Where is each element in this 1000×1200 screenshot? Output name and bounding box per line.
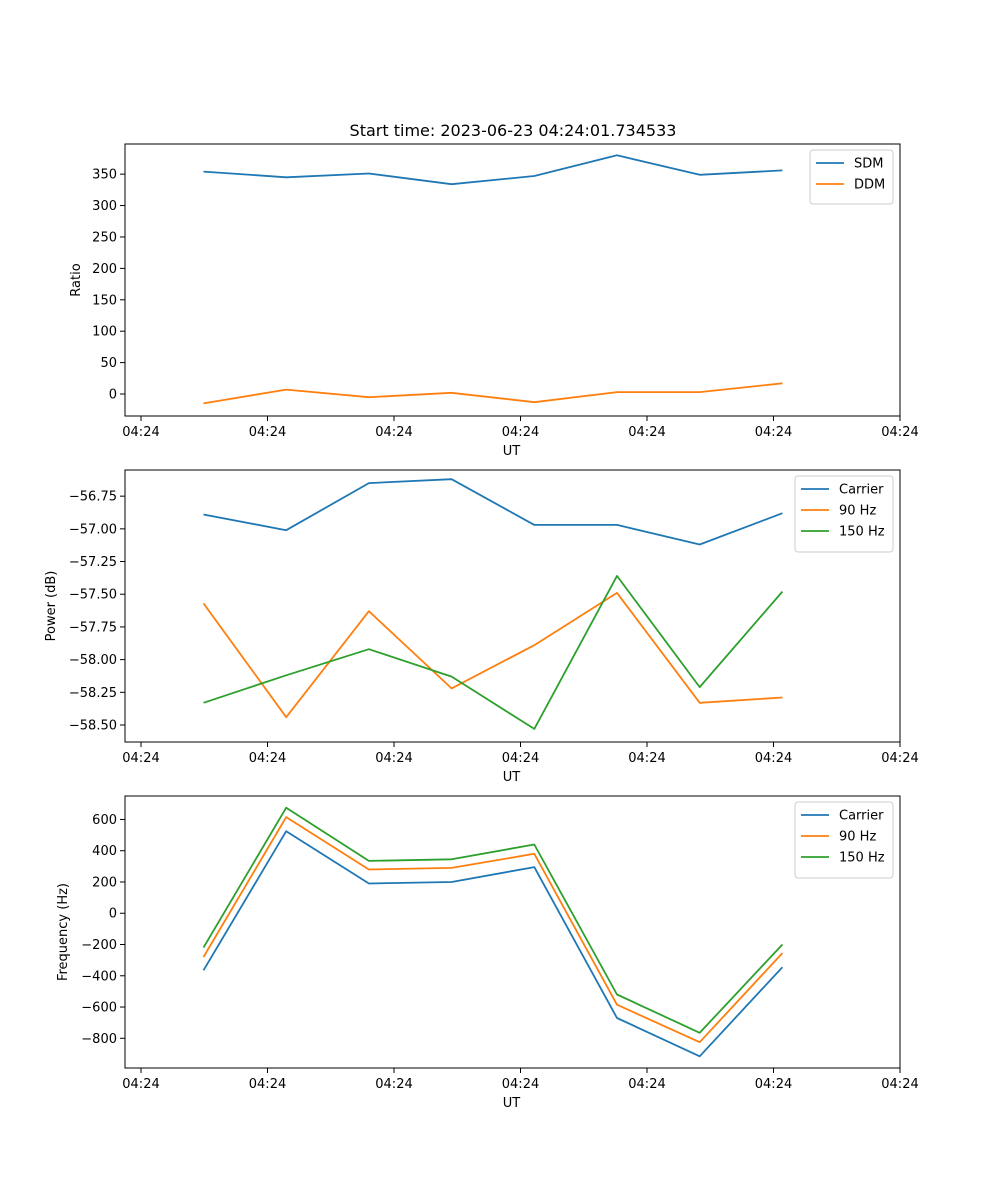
y-tick-label: −58.00 [69, 653, 117, 668]
x-tick-label: 04:24 [122, 1077, 159, 1092]
y-axis-label: Frequency (Hz) [56, 883, 71, 981]
x-tick-label: 04:24 [375, 1077, 412, 1092]
y-tick-label: 350 [92, 168, 117, 183]
y-tick-label: −56.75 [69, 490, 117, 505]
legend-label: 90 Hz [839, 830, 876, 845]
axes-frame [124, 795, 901, 1069]
series-line-150-hz [203, 575, 784, 730]
y-tick-label: 400 [92, 844, 117, 859]
y-tick-label: 250 [92, 230, 117, 245]
legend-label: Carrier [839, 483, 884, 498]
legend-label: 150 Hz [839, 851, 885, 866]
x-tick-label: 04:24 [755, 1077, 792, 1092]
legend-label: SDM [854, 157, 883, 172]
series-line-90-hz [202, 816, 784, 1044]
axes-frame [124, 469, 901, 743]
y-tick-label: −57.25 [69, 555, 117, 570]
x-tick-label: 04:24 [249, 751, 286, 766]
x-tick-label: 04:24 [249, 425, 286, 440]
series-line-90-hz [202, 592, 783, 719]
y-axis-label: Power (dB) [44, 571, 59, 642]
legend-label: Carrier [839, 809, 884, 824]
x-tick-label: 04:24 [628, 751, 665, 766]
x-tick-label: 04:24 [881, 751, 918, 766]
chart-panel-3: 04:24 04:24 04:24 04:24 04:24 04:24 04:24 UT −80… [56, 795, 919, 1111]
y-tick-label: 100 [92, 325, 117, 340]
y-tick-label: 0 [109, 907, 117, 922]
legend-box [794, 475, 894, 553]
x-tick-label: 04:24 [122, 425, 159, 440]
series-line-sdm [203, 154, 783, 186]
y-tick-label: −800 [81, 1032, 117, 1047]
x-axis-label: UT [503, 1096, 521, 1111]
x-tick-label: 04:24 [502, 1077, 539, 1092]
legend-label: 90 Hz [839, 504, 876, 519]
y-tick-label: 200 [92, 262, 117, 277]
y-tick-label: 300 [92, 199, 117, 214]
x-tick-label: 04:24 [755, 425, 792, 440]
x-tick-label: 04:24 [122, 751, 159, 766]
y-tick-label: 150 [92, 293, 117, 308]
x-tick-label: 04:24 [375, 751, 412, 766]
series-line-150-hz [202, 806, 784, 1034]
series-line-ddm [203, 382, 783, 405]
y-tick-label: 50 [100, 356, 117, 371]
x-axis-label: UT [503, 770, 521, 785]
y-tick-label: −200 [81, 938, 117, 953]
series-line-carrier [202, 830, 784, 1058]
x-tick-label: 04:24 [502, 425, 539, 440]
legend-label: 150 Hz [839, 525, 885, 540]
x-tick-label: 04:24 [249, 1077, 286, 1092]
legend-box [794, 801, 894, 879]
y-tick-label: −600 [81, 1001, 117, 1016]
axes-frame [124, 143, 901, 417]
x-tick-label: 04:24 [881, 1077, 918, 1092]
legend-label: DDM [854, 178, 885, 193]
y-tick-label: 200 [92, 875, 117, 890]
x-tick-label: 04:24 [375, 425, 412, 440]
y-tick-label: 0 [109, 388, 117, 403]
y-tick-label: −57.00 [69, 522, 117, 537]
x-tick-label: 04:24 [755, 751, 792, 766]
y-tick-label: −57.75 [69, 620, 117, 635]
chart-panel-2: 04:24 04:24 04:24 04:24 04:24 04:24 04:24 UT −58… [44, 469, 919, 785]
y-axis-label: Ratio [69, 263, 84, 296]
x-tick-label: 04:24 [881, 425, 918, 440]
x-tick-label: 04:24 [628, 1077, 665, 1092]
x-axis-label: UT [503, 444, 521, 459]
x-tick-label: 04:24 [502, 751, 539, 766]
figure-title: Start time: 2023-06-23 04:24:01.734533 [350, 121, 677, 140]
y-tick-label: 600 [92, 813, 117, 828]
y-tick-label: −58.25 [69, 686, 117, 701]
y-tick-label: −58.50 [69, 719, 117, 734]
x-tick-label: 04:24 [628, 425, 665, 440]
y-tick-label: −400 [81, 969, 117, 984]
series-line-carrier [203, 478, 783, 546]
chart-panel-1: 04:24 04:24 04:24 04:24 04:24 04:24 04:24 UT 0 50… [69, 143, 919, 459]
y-tick-label: −57.50 [69, 588, 117, 603]
